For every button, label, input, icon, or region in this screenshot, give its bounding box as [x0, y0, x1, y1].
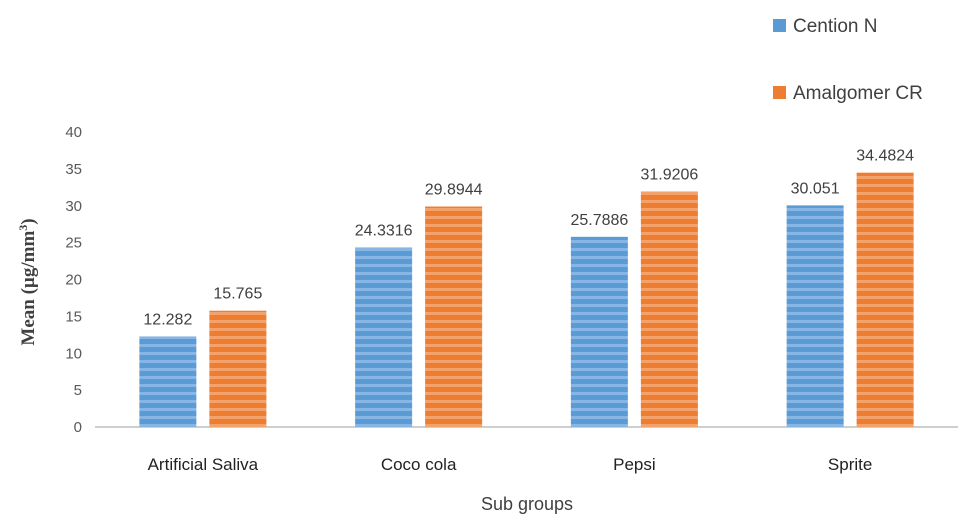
y-tick-label: 5 — [74, 382, 82, 399]
data-labels: 12.282 15.765 24.3316 29.8944 25.7886 31.9206… — [143, 148, 914, 329]
legend-swatch — [773, 86, 786, 99]
x-category-label: Pepsi — [613, 455, 656, 474]
x-axis-categories: Artificial Saliva Coco cola Pepsi Sprite — [148, 455, 873, 474]
y-tick-label: 20 — [65, 272, 82, 289]
y-axis-title-main: Mean (µg/mm — [18, 231, 39, 346]
y-axis-title-close: ) — [18, 218, 39, 224]
data-label: 34.4824 — [856, 148, 914, 165]
y-axis-ticks: 0 5 10 15 20 25 30 35 40 — [65, 124, 82, 436]
bar-amalgomer-cr — [640, 191, 698, 427]
y-tick-label: 0 — [74, 419, 82, 436]
x-axis-title: Sub groups — [481, 494, 573, 514]
bar-cention-n — [786, 205, 844, 427]
bar-amalgomer-cr — [425, 206, 483, 427]
y-tick-label: 25 — [65, 235, 82, 252]
y-tick-label: 10 — [65, 345, 82, 362]
bar-cention-n — [139, 336, 197, 427]
y-tick-label: 15 — [65, 308, 82, 325]
bar-cention-n — [355, 247, 413, 427]
x-category-label: Artificial Saliva — [148, 455, 259, 474]
data-label: 24.3316 — [355, 223, 413, 240]
bar-cention-n — [570, 236, 628, 427]
legend-label: Amalgomer CR — [793, 83, 923, 104]
legend: Cention N Amalgomer CR — [773, 16, 923, 104]
y-tick-label: 40 — [65, 124, 82, 141]
y-axis-title-superscript: 3 — [16, 225, 30, 231]
data-label: 31.9206 — [640, 167, 698, 184]
y-axis-title: Mean (µg/mm3) — [16, 218, 39, 345]
data-label: 25.7886 — [570, 212, 628, 229]
data-label: 12.282 — [143, 311, 192, 328]
x-category-label: Coco cola — [381, 455, 457, 474]
legend-swatch — [773, 19, 786, 32]
y-tick-label: 30 — [65, 198, 82, 215]
legend-label: Cention N — [793, 16, 878, 37]
bar-amalgomer-cr — [209, 310, 267, 427]
data-label: 30.051 — [791, 180, 840, 197]
bar-amalgomer-cr — [856, 172, 914, 427]
x-category-label: Sprite — [828, 455, 872, 474]
data-label: 29.8944 — [425, 182, 483, 199]
y-tick-label: 35 — [65, 161, 82, 178]
data-label: 15.765 — [213, 286, 262, 303]
bars — [139, 172, 914, 427]
